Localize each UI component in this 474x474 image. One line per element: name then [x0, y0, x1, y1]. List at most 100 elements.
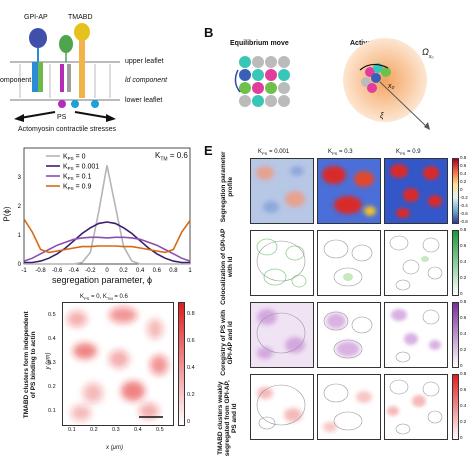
x-tick-label: -1 — [21, 268, 27, 274]
colocalization-colorbar — [452, 230, 459, 296]
tmabd-map-3 — [384, 374, 448, 440]
x-tick-label: -0.2 — [85, 268, 96, 274]
chart-frame — [23, 147, 191, 265]
panel-b-letter: B — [204, 25, 214, 40]
legend-label-3: KPS = 0.9 — [63, 184, 92, 192]
x-tick-label: 0.6 — [153, 268, 162, 274]
panel-e-colorbar-tick: 0.8 — [460, 227, 467, 232]
membrane-schematic — [10, 23, 120, 122]
x-tick-label: 0.4 — [136, 268, 145, 274]
panel-d-y-tick: 0.5 — [48, 312, 56, 318]
segregation-map-2 — [317, 158, 381, 224]
panel-e-colorbar-tick: 0 — [460, 363, 463, 368]
panel-e-colorbar-tick: 0.8 — [460, 299, 467, 304]
col-title-2: KPS = 0.3 — [328, 149, 353, 157]
col-title-3: KPS = 0.9 — [396, 149, 421, 157]
x-tick-label: 0 — [105, 268, 109, 274]
colocalization-map-3 — [384, 230, 448, 296]
panel-a: GPI-AP TMABD upper leaflet ld component … — [0, 0, 190, 140]
xi-label: ξ — [380, 111, 384, 120]
row-label-segregation: Segregation parameter profile — [220, 151, 234, 223]
panel-d-colorbar-tick: 0.6 — [187, 338, 195, 344]
row-label-colocalization: Colocalization of GPI-AP with ld — [220, 228, 234, 305]
panel-e-colorbar-tick: 0.4 — [460, 171, 467, 176]
equilibrium-move-label: Equilibrium move — [230, 40, 289, 47]
row-label-coregistry: Coregistry of PS with GPI-AP and ld — [220, 309, 234, 376]
row-label-tmabd: TMABD clusters weakly segregated from GP… — [216, 380, 238, 457]
gpi-ap-label: GPI-AP — [24, 14, 48, 21]
tmabd-map-1 — [250, 374, 314, 440]
ld-component-label: ld component — [125, 77, 168, 84]
panel-e-colorbar-tick: 0.6 — [460, 387, 467, 392]
panel-d-x-tick: 0.5 — [156, 427, 164, 433]
segregation-map-3 — [384, 158, 448, 224]
panel-e-colorbar-tick: 0.8 — [460, 371, 467, 376]
coregistry-colorbar — [452, 302, 459, 368]
series-line-2 — [23, 236, 191, 262]
panel-d-x-tick: 0.4 — [134, 427, 142, 433]
panel-b: B Equilibrium move Active move Ωx₀ x₀ ξ — [200, 0, 474, 140]
coregistry-map-1 — [250, 302, 314, 368]
panel-e-colorbar-tick: 0.2 — [460, 179, 467, 184]
panel-e-colorbar-tick: 0 — [460, 291, 463, 296]
panel-d-colorbar — [178, 302, 185, 426]
tmabd-map-2 — [317, 374, 381, 440]
panel-e-colorbar-tick: 0.4 — [460, 403, 467, 408]
panel-d-y-tick: 0.2 — [48, 384, 56, 390]
legend-label-2: KPS = 0.1 — [63, 174, 92, 182]
x-tick-label: -0.8 — [35, 268, 46, 274]
panel-e-colorbar-tick: 0.6 — [460, 315, 467, 320]
panel-c: -1 -0.8 -0.6 -0.4 -0.2 0 0.2 0.4 0.6 0.8 1 0 1 2 3 KPS … — [0, 140, 200, 290]
x-tick-label: 0.8 — [169, 268, 178, 274]
panel-e-colorbar-tick: 0.6 — [460, 163, 467, 168]
col-title-1: KPS = 0.001 — [258, 149, 290, 157]
panel-e-colorbar-tick: 0.2 — [460, 275, 467, 280]
panel-d-y-tick: 0.4 — [48, 336, 56, 342]
x-tick-label: 0.2 — [119, 268, 128, 274]
panel-d-colorbar-tick: 0.2 — [187, 392, 195, 398]
panel-e-colorbar-tick: -0.8 — [460, 219, 468, 224]
segregation-colorbar — [452, 158, 459, 224]
panel-d-colorbar-tick: 0 — [187, 419, 191, 425]
panel-d-colorbar-tick: 0.4 — [187, 365, 195, 371]
panel-d-x-tick: 0.2 — [90, 427, 98, 433]
coregistry-map-2 — [317, 302, 381, 368]
y-tick-label: 0 — [18, 262, 22, 268]
panel-e-colorbar-tick: 0 — [460, 187, 463, 192]
panel-e-colorbar-tick: 0.8 — [460, 155, 467, 160]
series-line-3 — [23, 218, 191, 254]
panel-e-colorbar-tick: 0.2 — [460, 347, 467, 352]
legend-label-1: KPS = 0.001 — [63, 164, 99, 172]
panel-e: E KPS = 0.001 KPS = 0.3 KPS = 0.9 Segreg… — [200, 140, 474, 474]
tmabd-heatmap — [62, 302, 174, 426]
panel-e-letter: E — [204, 143, 213, 158]
chart-xlabel: segregation parameter, ϕ — [52, 275, 153, 285]
panel-d-x-tick: 0.1 — [68, 427, 76, 433]
ps-label: PS — [57, 114, 67, 121]
segregation-map-1 — [250, 158, 314, 224]
x-tick-label: -0.6 — [52, 268, 63, 274]
panel-d-colorbar-tick: 0.8 — [187, 311, 195, 317]
x0-label: x₀ — [388, 83, 395, 90]
panel-d-row-label: TMABD clusters form independent of PS bi… — [23, 311, 37, 419]
panel-d-x-tick: 0.3 — [112, 427, 120, 433]
ktm-label: KTM = 0.6 — [155, 151, 188, 163]
panel-e-colorbar-tick: -0.4 — [460, 203, 468, 208]
panel-e-colorbar-tick: -0.6 — [460, 211, 468, 216]
component-left-label: omponent — [0, 77, 32, 84]
moves-illustration — [234, 38, 430, 130]
series-line-0 — [24, 165, 190, 265]
panel-e-colorbar-tick: 0.6 — [460, 243, 467, 248]
x-tick-label: 1 — [188, 268, 192, 274]
panel-e-colorbar-tick: -0.2 — [460, 195, 468, 200]
y-tick-label: 2 — [18, 204, 22, 210]
tmabd-colorbar — [452, 374, 459, 440]
segregation-chart: -1 -0.8 -0.6 -0.4 -0.2 0 0.2 0.4 0.6 0.8 1 0 1 2 3 KPS … — [18, 147, 192, 274]
panel-e-colorbar-tick: 0.2 — [460, 419, 467, 424]
y-tick-label: 1 — [18, 233, 22, 239]
panel-d-y-tick: 0.1 — [48, 408, 56, 414]
tmabd-label: TMABD — [68, 14, 93, 21]
upper-leaflet-label: upper leaflet — [125, 58, 164, 65]
panel-d-y-tick: 0.3 — [48, 360, 56, 366]
colocalization-map-2 — [317, 230, 381, 296]
